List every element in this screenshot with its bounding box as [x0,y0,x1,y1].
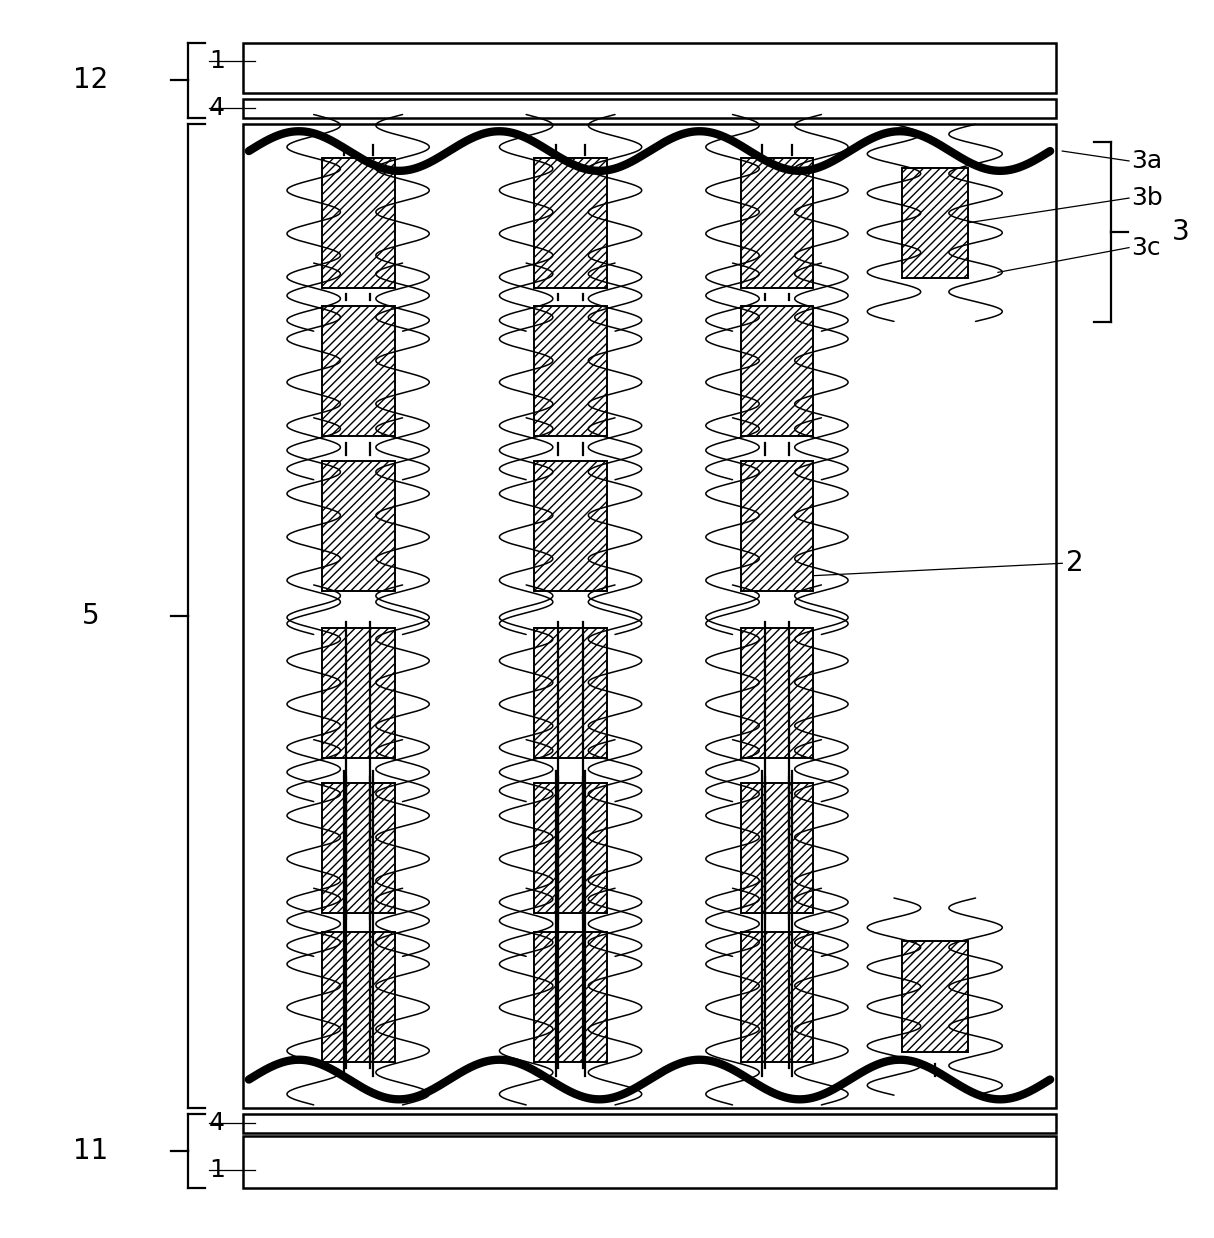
Text: 12: 12 [73,67,109,94]
Bar [322,629,395,758]
Text: 3b: 3b [1131,186,1163,210]
Bar [243,1136,1056,1188]
Bar [322,307,395,437]
Text: 4: 4 [209,1112,225,1135]
Text: 3: 3 [1172,218,1190,246]
Bar [741,462,813,592]
Bar [534,307,607,437]
Bar [322,158,395,288]
Bar [902,167,968,279]
Text: 2: 2 [1066,550,1084,577]
Bar [741,158,813,288]
Bar [322,462,395,592]
Text: 3c: 3c [1131,235,1161,260]
Bar [741,307,813,437]
Bar [243,99,1056,118]
Text: 11: 11 [73,1138,109,1165]
Text: 1: 1 [209,1159,225,1182]
Text: 1: 1 [209,48,225,73]
Text: 4: 4 [209,97,225,120]
Bar [741,931,813,1061]
Bar [534,158,607,288]
Bar [534,931,607,1061]
Text: 5: 5 [83,602,100,630]
Bar [322,784,395,914]
Bar [534,784,607,914]
Bar [243,124,1056,1108]
Bar [322,931,395,1061]
Bar [243,43,1056,93]
Bar [902,941,968,1052]
Bar [534,462,607,592]
Bar [534,629,607,758]
Text: 3a: 3a [1131,149,1163,173]
Bar [243,1114,1056,1133]
Bar [741,784,813,914]
Bar [741,629,813,758]
